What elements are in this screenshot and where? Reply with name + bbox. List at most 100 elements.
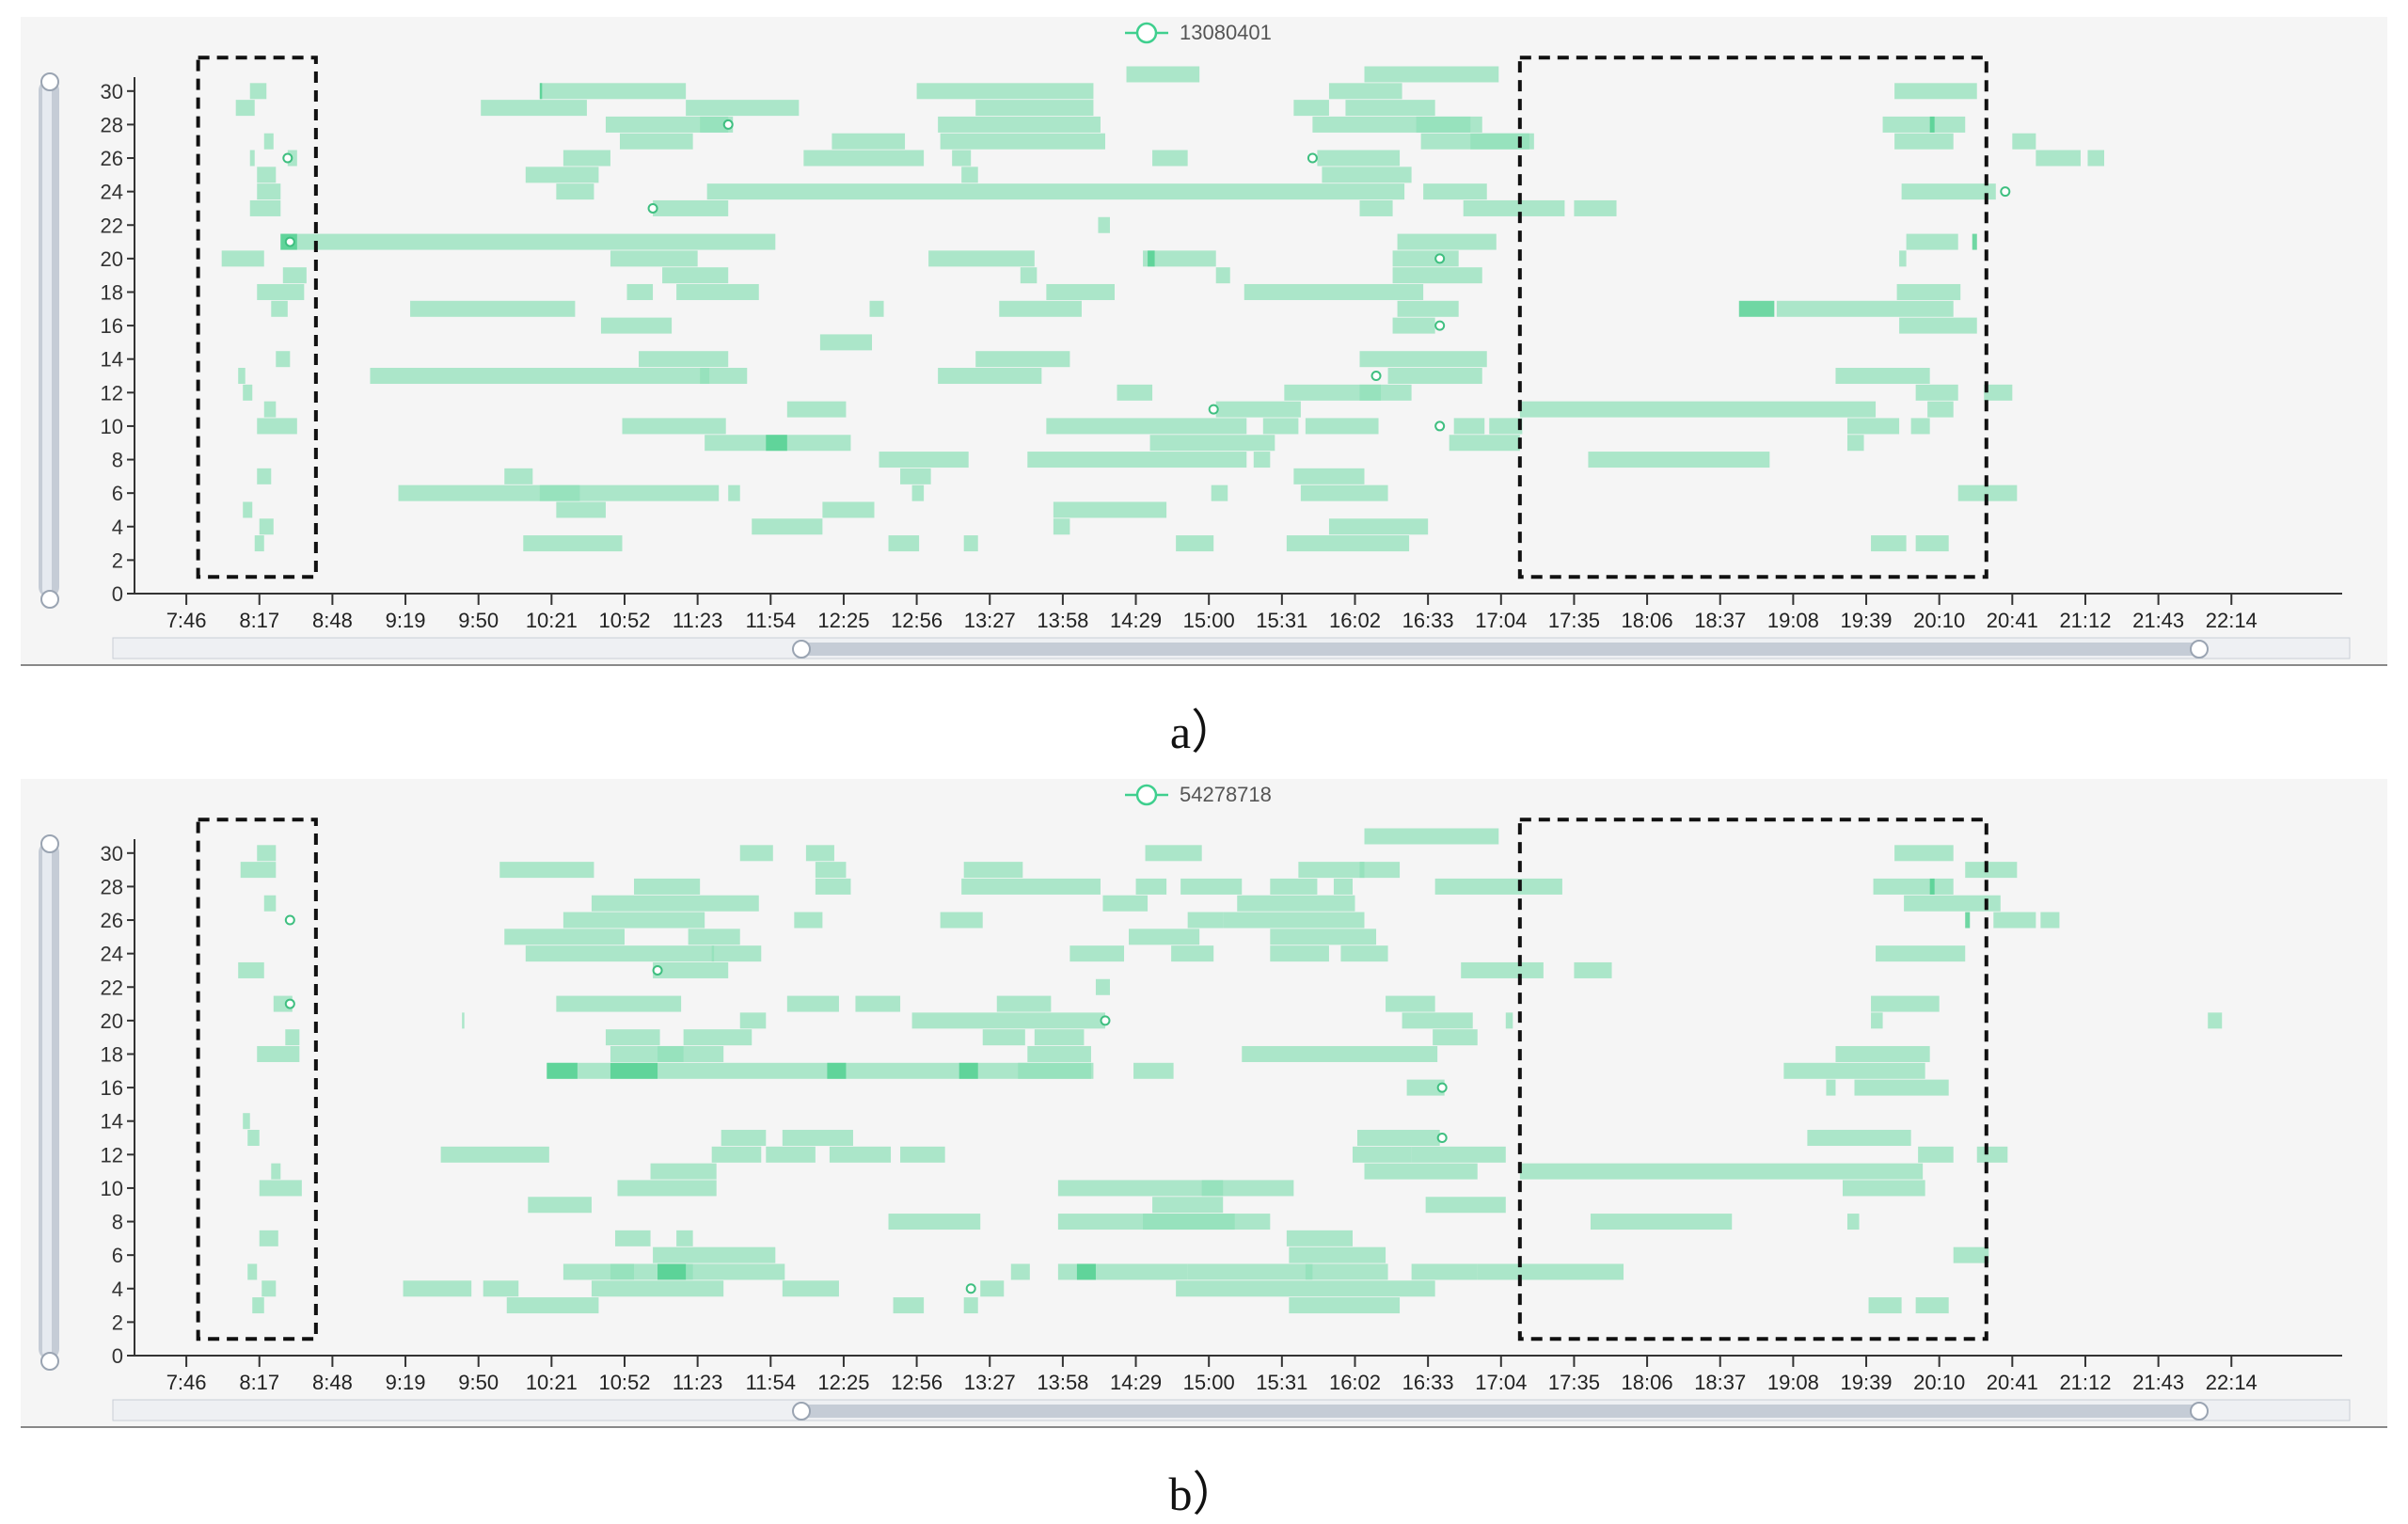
activity-bar [1027,1045,1091,1062]
activity-bar [504,929,625,945]
activity-bar [938,368,1042,385]
activity-bar [1328,518,1429,535]
legend-label: 13080401 [1180,21,1272,44]
highlight-box-1 [196,56,318,579]
x-tick-label: 12:25 [817,609,869,632]
x-tick-label: 17:04 [1475,1371,1527,1394]
activity-bar [980,1280,1005,1297]
activity-bar [523,535,623,552]
horizontal-scroll-handle-right[interactable] [2190,640,2209,659]
activity-bar [752,518,823,535]
x-tick-label: 17:35 [1548,609,1600,632]
x-tick-label: 19:39 [1840,1371,1892,1394]
event-point [2000,186,2011,198]
activity-bar [1149,435,1275,452]
activity-bar [600,317,673,334]
activity-bar [2012,133,2036,150]
activity-bar [1915,1297,1949,1314]
vertical-scroll-handle-bottom[interactable] [40,590,59,609]
activity-bar [888,1214,981,1230]
activity-bar [1359,862,1401,879]
x-tick-label: 21:43 [2132,609,2184,632]
activity-bar [728,484,740,501]
activity-bar [1904,895,2001,912]
vertical-scroll-handle-top[interactable] [40,834,59,853]
activity-bar [1899,317,1977,334]
activity-bar [1899,250,1907,267]
overlap-mark [1972,233,1977,250]
y-tick-label: 20 [101,1009,123,1033]
activity-bar [1411,1263,1478,1280]
x-tick-label: 18:37 [1694,1371,1746,1394]
highlight-box-2 [1517,818,1988,1341]
activity-bar [1286,535,1410,552]
activity-bar [525,945,715,962]
x-tick-label: 13:58 [1037,1371,1088,1394]
y-tick-label: 30 [101,80,123,103]
activity-bar [1915,384,1958,401]
x-tick-label: 14:29 [1110,609,1162,632]
activity-bar [2040,912,2060,929]
vertical-scroll-thumb[interactable] [42,83,52,595]
horizontal-scroll-handle-left[interactable] [792,640,811,659]
activity-bar [1906,233,1958,250]
activity-bar [462,1012,465,1029]
x-tick-label: 22:14 [2206,1371,2258,1394]
activity-bar [1345,100,1435,117]
activity-bar [410,300,576,317]
activity-bar [259,1230,278,1246]
activity-bar [1356,1130,1440,1147]
overlap-mark [1965,912,1971,929]
x-tick-label: 11:23 [673,1371,722,1394]
event-point [652,964,663,976]
horizontal-scroll-thumb[interactable] [801,643,2199,656]
x-tick-label: 9:19 [386,1371,426,1394]
x-tick-label: 11:54 [746,609,796,632]
activity-bar [650,1163,717,1180]
event-point [1436,1082,1448,1093]
y-tick-label: 30 [101,842,123,865]
activity-bar [653,1246,776,1263]
y-tick-label: 24 [101,181,123,204]
activity-bar [1965,862,2018,879]
vertical-scroll-handle-bottom[interactable] [40,1352,59,1371]
activity-bar [221,250,264,267]
activity-bar [1453,418,1485,435]
activity-bar [721,1130,767,1147]
activity-bar [1176,535,1214,552]
activity-bar [1053,501,1167,518]
activity-bar [688,929,740,945]
event-point [284,914,295,926]
horizontal-scroll-handle-right[interactable] [2190,1402,2209,1421]
activity-bar [562,912,705,929]
activity-bar [1364,66,1499,83]
activity-bar [1187,1263,1313,1280]
vertical-scroll-handle-top[interactable] [40,72,59,91]
vertical-scroll-thumb[interactable] [42,845,52,1357]
overlap-mark [610,1062,658,1079]
activity-bar [1262,418,1299,435]
activity-bar [928,250,1035,267]
activity-bar [1423,183,1487,200]
activity-bar [605,116,729,133]
activity-bar [653,961,729,978]
y-tick-label: 10 [101,415,123,438]
activity-bar [1300,484,1388,501]
activity-bar [504,468,533,484]
activity-bar [1433,1029,1478,1046]
overlap-mark [547,1062,578,1079]
activity-bar [1180,878,1243,895]
activity-bar [259,518,274,535]
activity-bar [739,1012,767,1029]
activity-bar [271,300,288,317]
horizontal-scroll-thumb[interactable] [801,1405,2199,1418]
horizontal-scroll-handle-left[interactable] [792,1402,811,1421]
activity-bar [706,183,1405,200]
activity-bar [1519,401,1877,418]
x-tick-label: 18:37 [1694,609,1746,632]
activity-bar [911,484,925,501]
activity-bar [235,100,255,117]
activity-bar [1927,401,1954,418]
plot-background [21,779,2387,1426]
activity-bar [662,267,729,284]
